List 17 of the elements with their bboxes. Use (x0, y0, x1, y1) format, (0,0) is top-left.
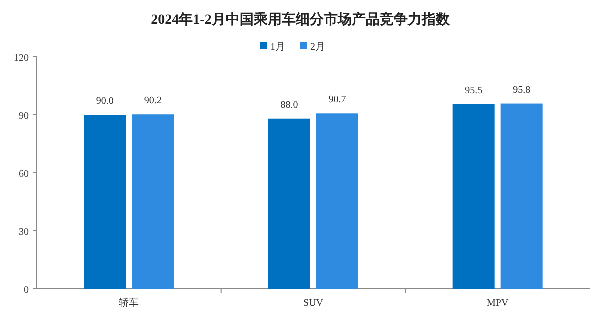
y-tick-label: 0 (24, 285, 29, 296)
chart-title: 2024年1-2月中国乘用车细分市场产品竞争力指数 (151, 11, 451, 28)
data-label: 95.8 (513, 84, 531, 96)
data-label: 90.7 (328, 94, 346, 106)
y-tick-label: 120 (14, 53, 29, 64)
legend-label: 1月 (270, 42, 286, 53)
y-tick-label: 90 (19, 111, 29, 122)
x-tick-label: 轿车 (119, 297, 140, 309)
y-tick-label: 30 (19, 227, 29, 238)
legend-label: 2月 (310, 42, 326, 53)
data-label: 90.2 (144, 96, 162, 107)
y-tick-label: 60 (19, 169, 29, 180)
data-label: 95.5 (465, 85, 483, 96)
x-tick-label: MPV (486, 298, 510, 309)
data-label: 90.0 (96, 96, 114, 107)
x-tick-label: SUV (303, 298, 324, 309)
data-label: 88.0 (280, 100, 298, 111)
